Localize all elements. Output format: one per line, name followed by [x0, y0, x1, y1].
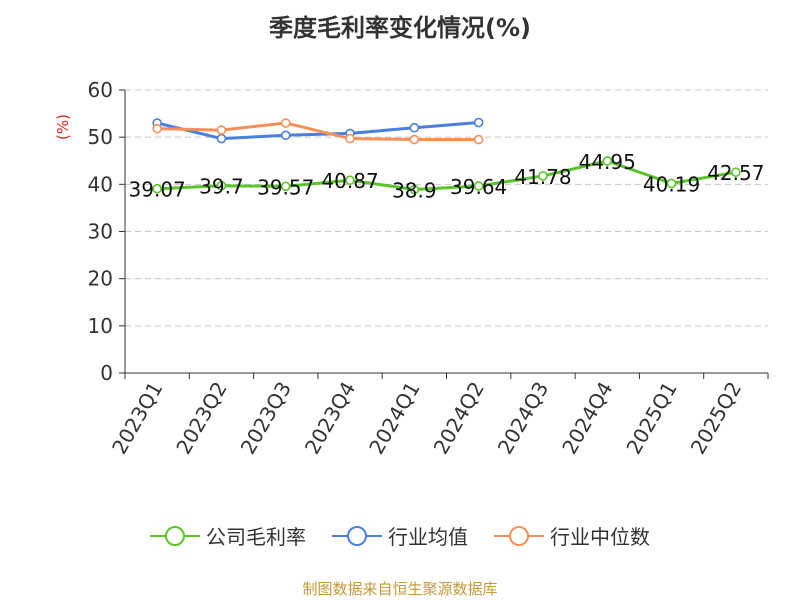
data-label: 39.07 — [129, 178, 186, 202]
data-label: 42.57 — [707, 161, 764, 185]
data-point[interactable] — [473, 181, 484, 191]
x-tick-label: 2025Q1 — [621, 378, 681, 459]
data-point[interactable] — [152, 123, 162, 134]
chart-title: 季度毛利率变化情况(%) — [269, 14, 531, 42]
data-labels: 39.07 39.7 39.57 40.87 38.9 39.64 41.78 44.95 40… — [129, 150, 765, 203]
y-axis-label: (%) — [54, 114, 72, 140]
data-label: 39.7 — [199, 175, 244, 199]
legend-item[interactable]: 行业中位数 — [494, 521, 650, 550]
data-point[interactable] — [216, 133, 227, 144]
legend: 公司毛利率 行业均值 行业中位数 — [0, 521, 800, 550]
legend-item[interactable]: 公司毛利率 — [150, 521, 306, 550]
y-tick-label: 10 — [88, 314, 113, 338]
data-label: 40.87 — [321, 169, 378, 193]
x-tick-label: 2025Q2 — [686, 378, 746, 459]
data-point[interactable] — [409, 184, 420, 195]
data-point[interactable] — [731, 167, 741, 178]
y-tick-label: 30 — [88, 220, 113, 244]
data-point[interactable] — [409, 122, 420, 133]
data-point[interactable] — [409, 134, 420, 145]
data-label: 38.9 — [392, 179, 437, 203]
x-tick-label: 2023Q2 — [171, 378, 231, 459]
data-point[interactable] — [280, 118, 291, 128]
legend-marker-icon — [150, 525, 200, 547]
x-tick-label: 2024Q1 — [364, 378, 424, 459]
source-note: 制图数据来自恒生聚源数据库 — [302, 580, 498, 598]
data-point[interactable] — [280, 181, 291, 192]
legend-marker-icon — [332, 525, 382, 547]
y-tick-label: 0 — [100, 361, 113, 385]
data-label: 44.95 — [579, 150, 636, 174]
data-point[interactable] — [666, 178, 677, 189]
x-tick-label: 2023Q1 — [107, 378, 167, 459]
legend-label: 公司毛利率 — [206, 525, 306, 549]
series-line — [156, 121, 479, 141]
data-point[interactable] — [345, 175, 355, 186]
data-label: 40.19 — [643, 172, 700, 196]
x-tick-label: 2024Q4 — [557, 378, 617, 459]
data-point[interactable] — [280, 130, 291, 141]
data-point[interactable] — [152, 183, 162, 194]
legend-label: 行业中位数 — [550, 525, 650, 549]
x-tick-label: 2024Q2 — [429, 378, 489, 459]
y-tick-label: 40 — [88, 172, 113, 196]
legend-marker-icon — [494, 525, 544, 547]
series-lines — [152, 117, 741, 195]
data-label: 41.78 — [514, 165, 571, 189]
data-label: 39.64 — [450, 175, 507, 199]
x-tick-label: 2023Q4 — [300, 378, 360, 459]
x-tick-label: 2024Q3 — [493, 378, 553, 459]
data-point[interactable] — [345, 133, 355, 144]
data-point[interactable] — [216, 180, 227, 191]
x-tick-label: 2023Q3 — [236, 378, 296, 459]
data-point[interactable] — [538, 171, 548, 181]
grid-lines — [125, 89, 768, 327]
data-point[interactable] — [216, 125, 227, 135]
data-point[interactable] — [473, 117, 484, 128]
series-line — [157, 121, 479, 142]
series-line — [157, 159, 737, 192]
y-tick-label: 50 — [88, 125, 113, 149]
data-label: 39.57 — [257, 175, 314, 199]
data-point[interactable] — [473, 134, 484, 145]
y-tick-label: 20 — [88, 267, 113, 291]
data-point[interactable] — [602, 156, 613, 166]
legend-label: 行业均值 — [388, 525, 468, 549]
axes: 0 10 20 30 40 50 60 (%) 2023Q1 2023Q2 2023Q3 2023Q4… — [54, 78, 769, 459]
legend-item[interactable]: 行业均值 — [332, 521, 468, 550]
y-tick-label: 60 — [88, 78, 113, 102]
